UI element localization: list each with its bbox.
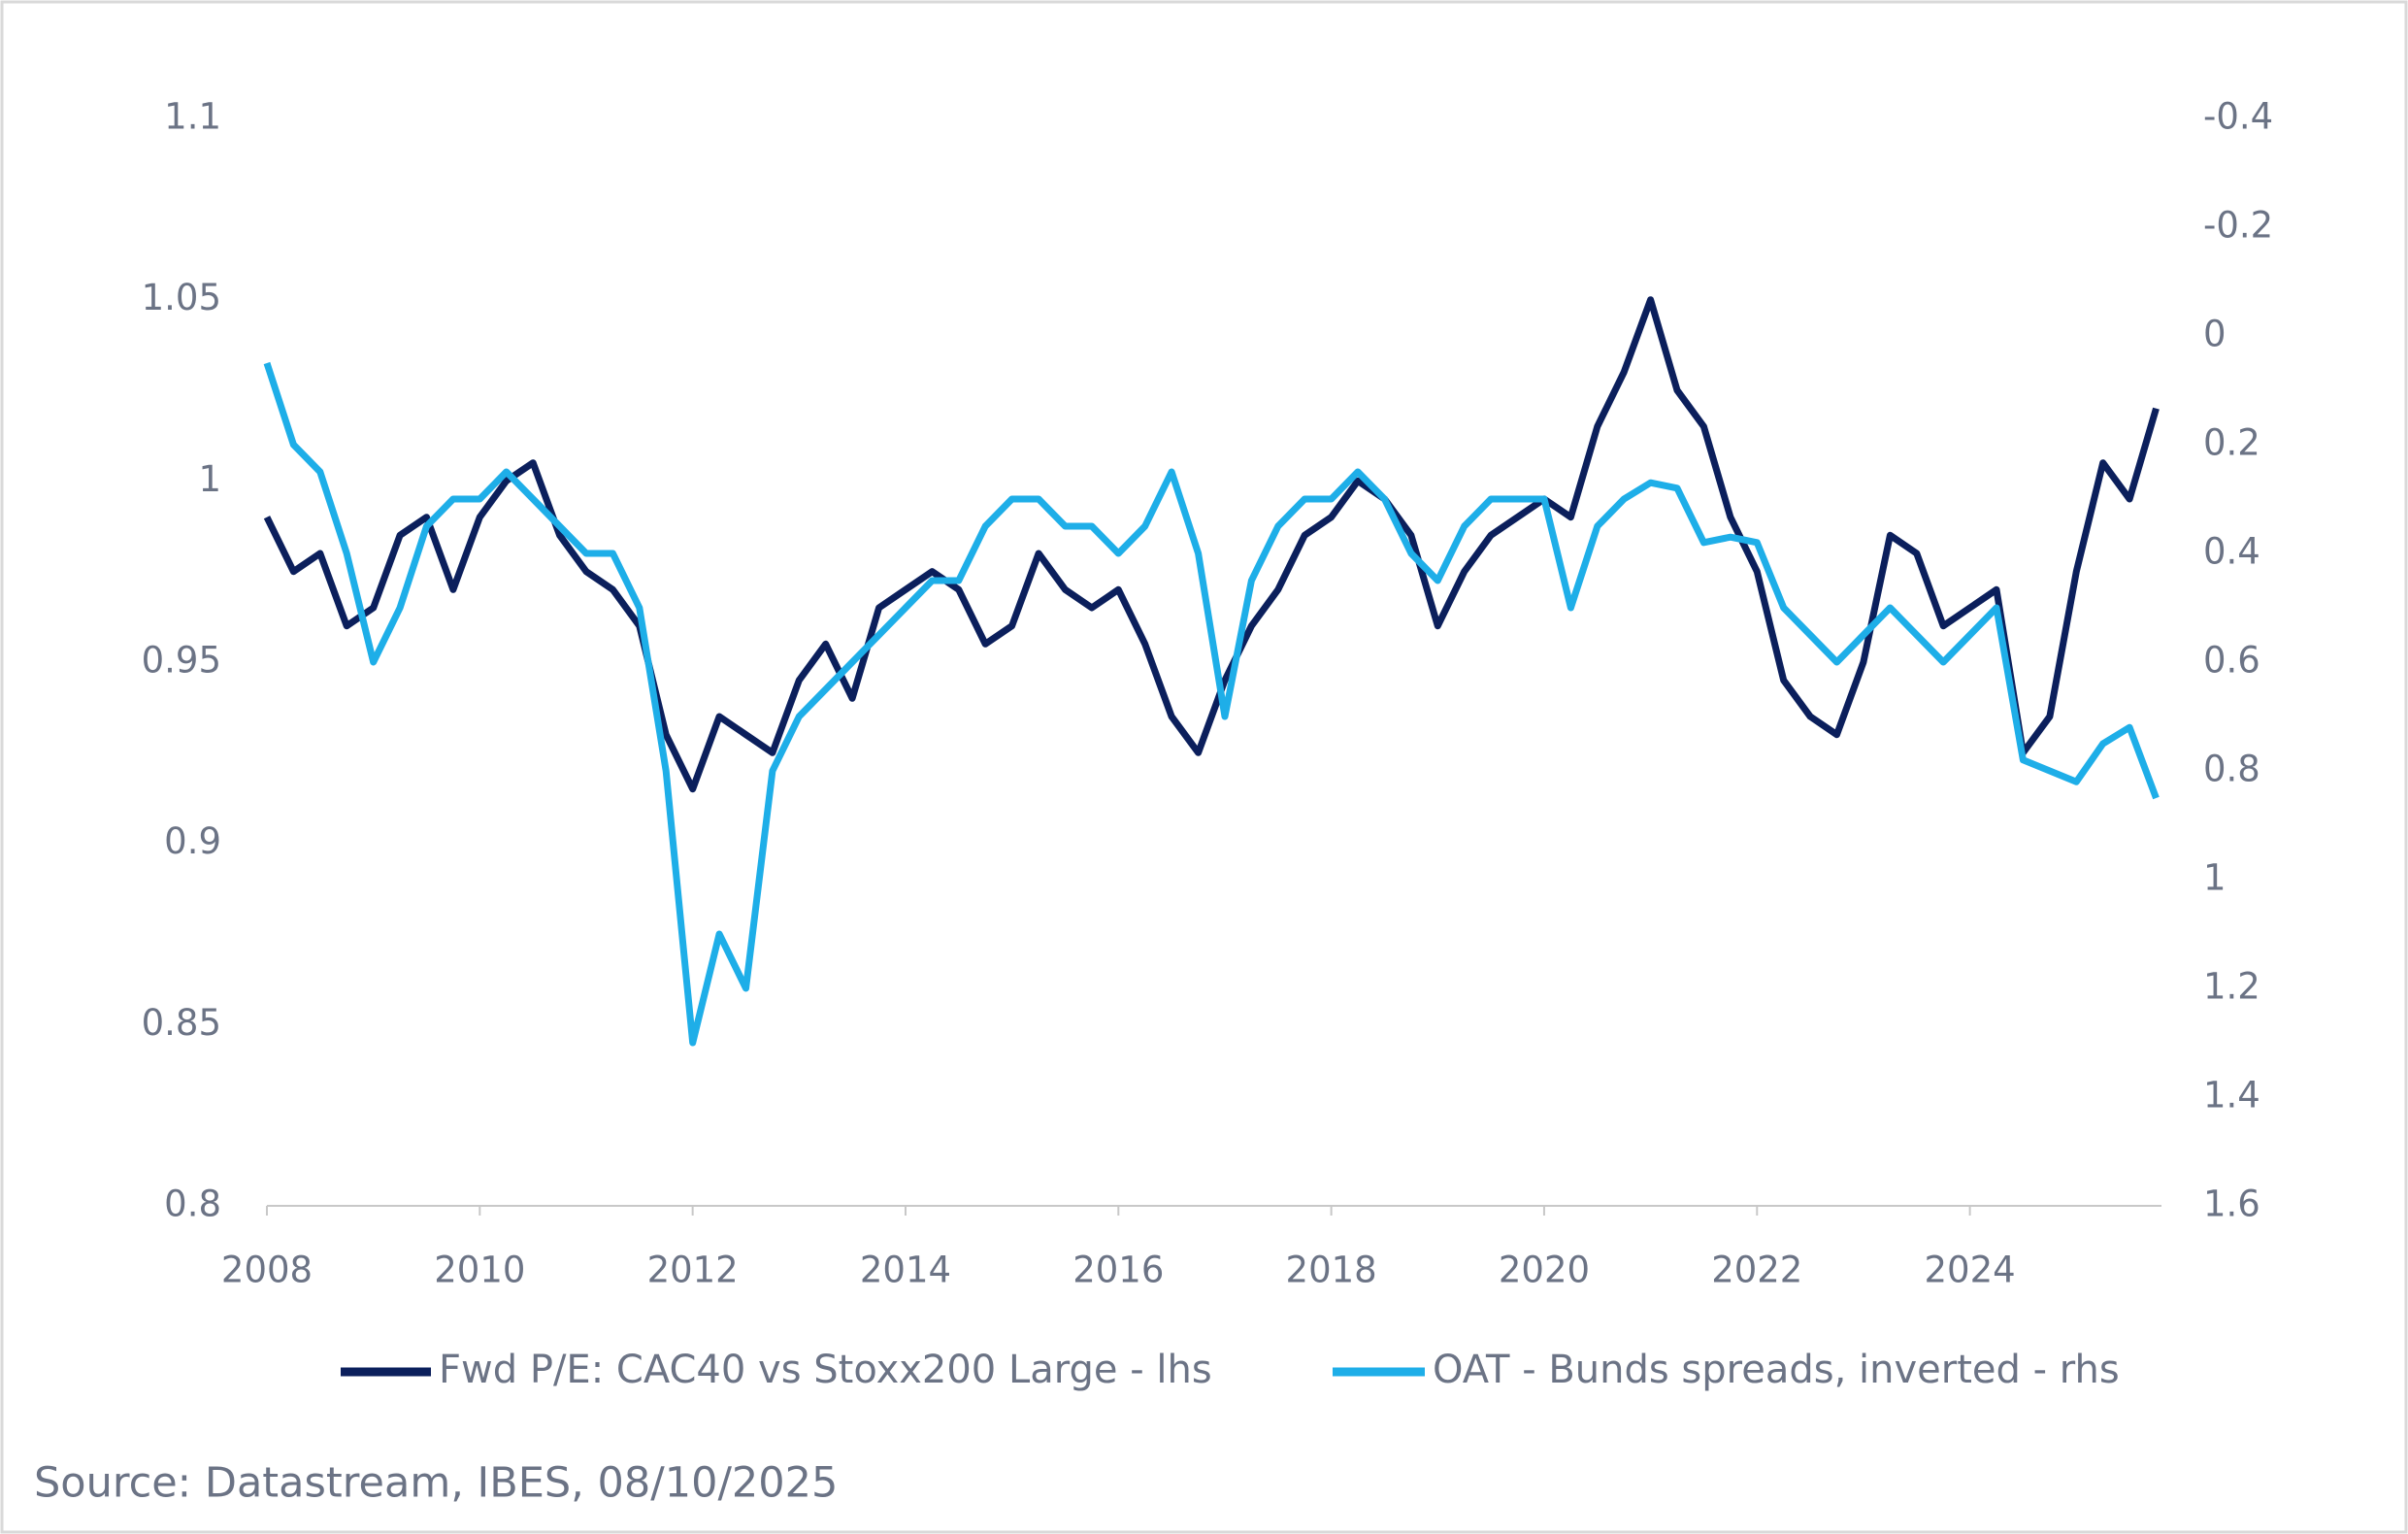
y-tick-label: 1	[198, 458, 221, 500]
legend-label: OAT - Bunds spreads, inverted - rhs	[1433, 1348, 2120, 1392]
y2-tick-label: 1.6	[2203, 1184, 2260, 1225]
y2-tick-label: 1	[2203, 857, 2227, 899]
y-tick-label: 0.95	[142, 640, 221, 682]
legend-label: Fwd P/E: CAC40 vs Stoxx200 Large - lhs	[439, 1348, 1212, 1392]
source-note: Source: Datastream, IBES, 08/10/2025	[34, 1459, 838, 1508]
x-tick-label: 2010	[434, 1250, 525, 1291]
y-tick-label: 0.85	[142, 1002, 221, 1044]
y-tick-label: 1.05	[142, 277, 221, 318]
x-tick-label: 2016	[1072, 1250, 1164, 1291]
x-tick-label: 2022	[1711, 1250, 1802, 1291]
y2-tick-label: 0.8	[2203, 749, 2260, 790]
series-line	[263, 361, 2160, 1047]
y2-tick-label: 0.6	[2203, 640, 2260, 682]
series-line	[263, 296, 2160, 793]
y2-tick-label: 0.2	[2203, 422, 2260, 464]
y-tick-label: 0.8	[164, 1184, 221, 1225]
x-tick-label: 2020	[1499, 1250, 1590, 1291]
y-tick-label: 1.1	[164, 96, 221, 138]
y2-tick-label: 1.2	[2203, 966, 2260, 1008]
y2-tick-label: 0	[2203, 314, 2227, 355]
x-tick-label: 2024	[1925, 1250, 2016, 1291]
x-tick-label: 2014	[860, 1250, 951, 1291]
x-tick-label: 2012	[647, 1250, 739, 1291]
y2-tick-label: 0.4	[2203, 531, 2260, 573]
y2-tick-label: -0.4	[2203, 96, 2273, 138]
y2-tick-label: 1.4	[2203, 1075, 2260, 1117]
x-tick-label: 2018	[1286, 1250, 1377, 1291]
y-tick-label: 0.9	[164, 820, 221, 862]
x-tick-label: 2008	[221, 1250, 313, 1291]
y2-tick-label: -0.2	[2203, 205, 2273, 247]
